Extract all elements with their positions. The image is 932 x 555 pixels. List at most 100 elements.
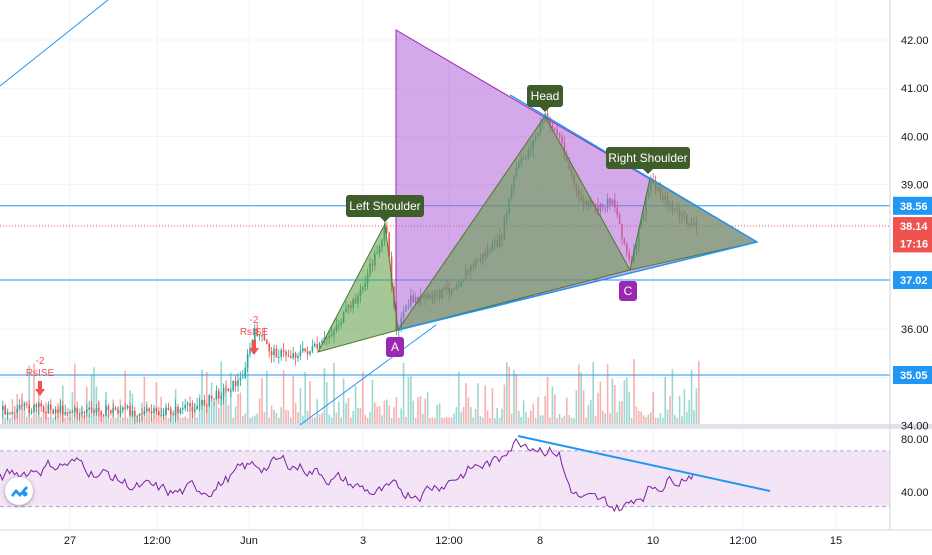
volume-bar: [659, 412, 662, 424]
label-right-shoulder: Right Shoulder: [608, 151, 687, 165]
volume-bar: [369, 412, 371, 424]
candle-body: [244, 367, 246, 378]
volume-bar: [311, 417, 314, 424]
volume-bar: [690, 369, 693, 424]
signal-arrow-icon: [35, 389, 45, 396]
candle-body: [177, 406, 179, 414]
candle-body: [155, 408, 158, 412]
volume-bar: [158, 416, 160, 424]
volume-bar: [383, 400, 386, 424]
volume-bar: [26, 416, 28, 424]
candle-body: [196, 405, 198, 410]
candle-body: [162, 414, 165, 416]
candle-body: [220, 396, 222, 399]
candle-body: [258, 335, 261, 337]
signal-arrow-stem: [252, 340, 256, 348]
volume-bar: [143, 376, 146, 424]
candle-body: [112, 408, 114, 414]
candle-body: [172, 414, 174, 416]
volume-bar: [676, 417, 678, 424]
volume-bar: [587, 404, 590, 424]
volume-bar: [609, 413, 611, 424]
tradingview-logo-icon[interactable]: [5, 477, 33, 505]
volume-bar: [350, 417, 352, 424]
candle-body: [119, 410, 122, 413]
volume-bar: [126, 417, 129, 424]
volume-bar: [537, 396, 539, 424]
volume-bar: [654, 417, 657, 424]
volume-bar: [657, 417, 659, 424]
volume-bar: [280, 407, 282, 424]
volume-bar: [263, 412, 266, 424]
candle-body: [66, 412, 69, 414]
candle-body: [57, 409, 59, 413]
candle-body: [81, 411, 83, 414]
candle-body: [309, 351, 311, 355]
point-c-bg: [619, 281, 637, 301]
candle-body: [287, 355, 290, 357]
candle-body: [304, 348, 306, 352]
candle-body: [208, 395, 210, 406]
volume-bar: [393, 407, 395, 424]
candle-body: [143, 410, 146, 414]
time-tick-label: 15: [830, 535, 842, 547]
volume-bar: [542, 415, 544, 424]
volume-bar: [148, 414, 150, 424]
volume-bar: [340, 417, 342, 424]
candle-body: [263, 335, 266, 341]
volume-bar: [117, 407, 119, 424]
point-c: C: [624, 284, 633, 298]
volume-bar: [563, 415, 566, 424]
candle-body: [110, 410, 112, 414]
volume-bar: [64, 417, 66, 424]
volume-bar: [395, 397, 398, 424]
candle-body: [38, 403, 40, 408]
volume-bar: [261, 378, 263, 424]
candle-body: [275, 348, 278, 358]
volume-bar: [196, 417, 198, 424]
candle-body: [52, 409, 54, 414]
candle-body: [14, 412, 16, 414]
candle-body: [131, 410, 134, 416]
pattern-right-shoulder: [629, 177, 759, 271]
price-label-bg: [893, 196, 932, 215]
volume-bar: [201, 369, 203, 424]
candle-body: [124, 407, 126, 409]
volume-bar: [424, 398, 426, 424]
candle-body: [234, 380, 237, 386]
volume-bar: [515, 374, 518, 424]
candle-body: [170, 409, 172, 415]
volume-bar: [359, 408, 362, 424]
volume-bar: [299, 387, 302, 424]
volume-bar: [249, 417, 251, 424]
volume-bar: [254, 415, 256, 424]
candle-body: [186, 403, 189, 405]
candle-body: [136, 415, 138, 417]
time-tick-label: Jun: [240, 535, 258, 547]
volume-bar: [544, 396, 546, 424]
volume-bar: [222, 394, 225, 424]
rsi-line: [0, 438, 695, 513]
volume-bar: [333, 362, 335, 424]
volume-bar: [604, 413, 606, 424]
time-tick-label: 12:00: [729, 535, 757, 547]
volume-bar: [234, 406, 237, 424]
price-tick-label: 36.00: [901, 324, 929, 336]
volume-bar: [146, 405, 148, 424]
volume-bar: [467, 397, 470, 424]
volume-bar: [695, 388, 698, 424]
volume-bar: [462, 406, 465, 424]
volume-bar: [273, 409, 275, 424]
price-label-bg: [893, 234, 932, 253]
candle-body: [160, 415, 162, 417]
volume-bar: [232, 417, 234, 424]
candle-body: [194, 409, 196, 412]
volume-bar: [686, 411, 688, 424]
volume-bar: [402, 363, 405, 424]
volume-bar: [347, 397, 350, 424]
candle-body: [314, 344, 316, 347]
volume-bar: [489, 418, 491, 424]
volume-bar: [230, 372, 232, 424]
